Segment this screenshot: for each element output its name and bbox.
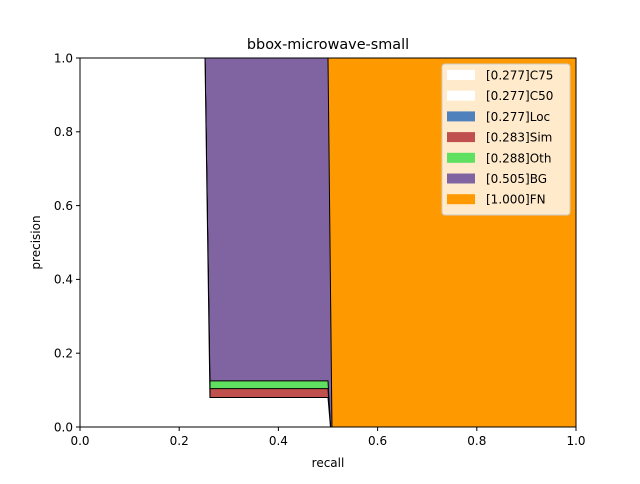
x-axis-label: recall <box>312 456 345 470</box>
axes-frame <box>79 57 577 428</box>
y-tick-label: 0.6 <box>54 199 73 213</box>
y-tick-label: 0.4 <box>54 273 73 287</box>
legend-label-0-277-c75: [0.277]C75 <box>486 69 553 83</box>
x-tick-label: 0.0 <box>70 434 89 448</box>
legend-swatch-0-288-oth <box>447 152 475 163</box>
legend-label-0-505-bg: [0.505]BG <box>486 172 547 186</box>
legend-swatch-0-277-c50 <box>447 90 475 101</box>
y-tick-label: 0.0 <box>54 420 73 434</box>
legend-label-0-288-oth: [0.288]Oth <box>486 151 551 165</box>
chart-title: bbox-microwave-small <box>247 37 409 53</box>
y-axis-ticks: 0.0 0.2 0.4 0.6 0.8 1.0 <box>54 51 80 434</box>
legend-items: [0.277]C75 [0.277]C50 [0.277]Loc [0.283]Sim… <box>447 69 553 207</box>
series-areas <box>79 57 577 428</box>
x-tick-label: 0.8 <box>467 434 486 448</box>
legend-label-1-000-fn: [1.000]FN <box>486 193 546 207</box>
legend-label-0-277-c50: [0.277]C50 <box>486 89 553 103</box>
legend-label-0-283-sim: [0.283]Sim <box>486 131 552 145</box>
chart-legend: [0.277]C75 [0.277]C50 [0.277]Loc [0.283]Sim… <box>441 63 571 216</box>
x-tick-label: 0.4 <box>269 434 288 448</box>
legend-swatch-0-505-bg <box>447 173 475 184</box>
legend-label-0-277-loc: [0.277]Loc <box>486 110 550 124</box>
x-tick-label: 0.2 <box>170 434 189 448</box>
x-tick-label: 0.6 <box>368 434 387 448</box>
y-tick-label: 0.2 <box>54 347 73 361</box>
legend-swatch-0-277-loc <box>447 111 475 122</box>
x-tick-label: 1.0 <box>566 434 585 448</box>
x-axis-ticks: 0.0 0.2 0.4 0.6 0.8 1.0 <box>70 427 586 448</box>
y-axis-label: precision <box>29 215 43 269</box>
legend-swatch-0-277-c75 <box>447 70 475 80</box>
legend-swatch-0-283-sim <box>447 132 475 143</box>
y-tick-label: 0.8 <box>54 125 73 139</box>
legend-swatch-1-000-fn <box>447 194 475 205</box>
y-tick-label: 1.0 <box>54 51 73 65</box>
